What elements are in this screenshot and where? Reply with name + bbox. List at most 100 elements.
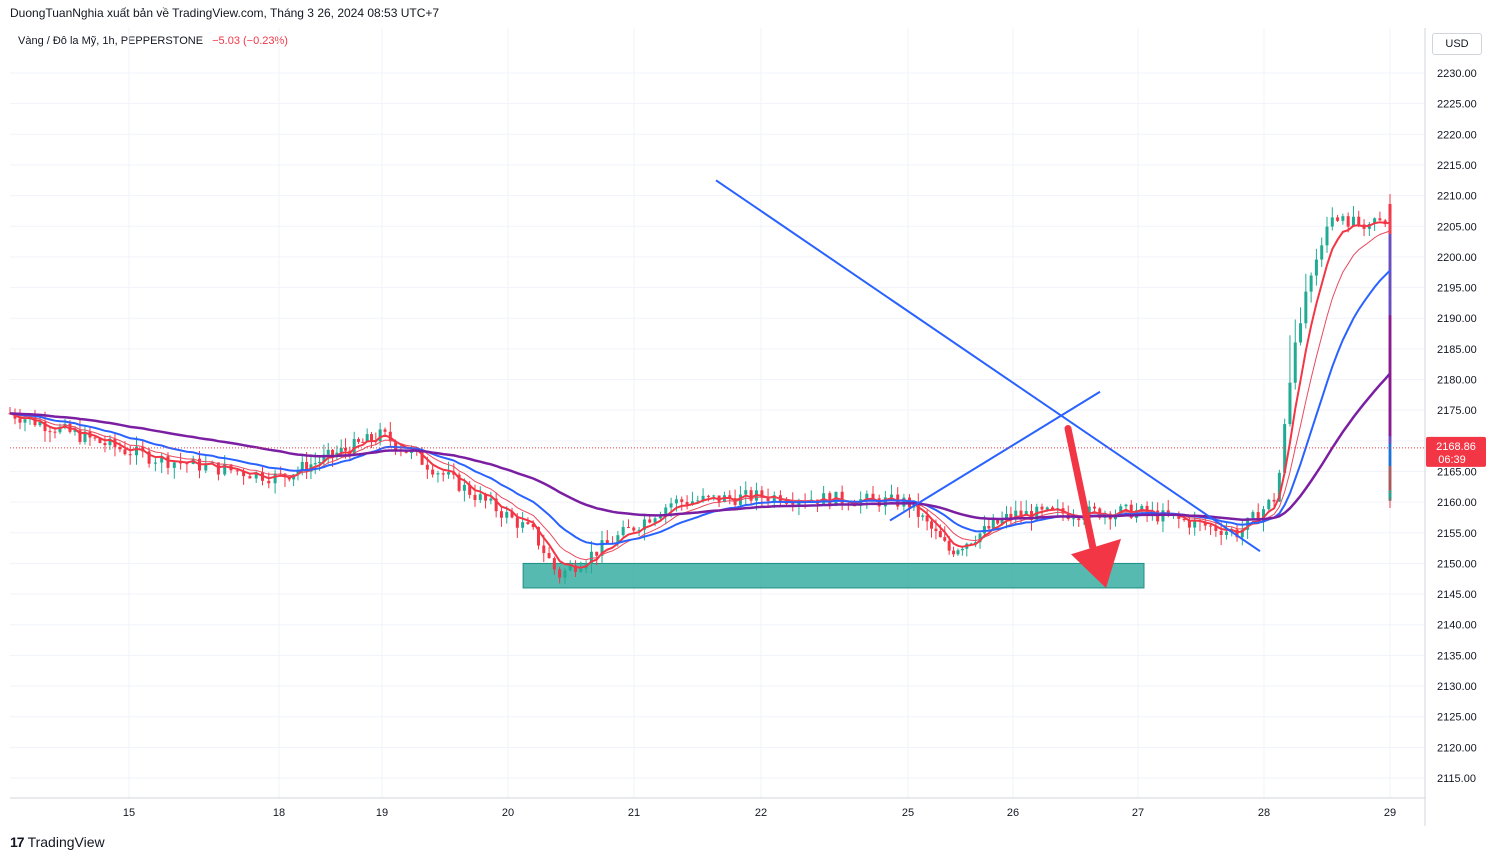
candle-body bbox=[48, 431, 52, 433]
candle-body bbox=[1388, 417, 1392, 428]
candle-body bbox=[1388, 457, 1392, 459]
candle-body bbox=[431, 469, 435, 475]
candle-body bbox=[166, 456, 170, 468]
candle-body bbox=[1293, 342, 1297, 383]
price-change: −5.03 (−0.23%) bbox=[212, 35, 288, 47]
symbol-title[interactable]: Vàng / Đô la Mỹ, 1h, PEPPERSTONE bbox=[18, 35, 204, 47]
tradingview-logo-icon[interactable]: 17 bbox=[10, 834, 25, 850]
x-tick-label: 28 bbox=[1258, 807, 1270, 819]
candle-body bbox=[1367, 223, 1371, 229]
y-tick-label: 2200.00 bbox=[1437, 252, 1477, 264]
y-tick-label: 2225.00 bbox=[1437, 99, 1477, 111]
candle-body bbox=[1198, 520, 1202, 522]
candle-body bbox=[1388, 366, 1392, 378]
candle-body bbox=[733, 498, 737, 505]
y-tick-label: 2155.00 bbox=[1437, 528, 1477, 540]
candle-body bbox=[78, 430, 82, 442]
candle-body bbox=[23, 419, 27, 423]
candle-body bbox=[1388, 436, 1392, 458]
candle-body bbox=[425, 464, 429, 470]
candle-body bbox=[785, 502, 789, 504]
projection-arrow bbox=[1064, 425, 1121, 588]
candle-body bbox=[890, 494, 894, 498]
candle-body bbox=[648, 519, 652, 523]
candle-body bbox=[579, 568, 583, 572]
candle-body bbox=[147, 451, 151, 464]
candle-body bbox=[1388, 260, 1392, 291]
currency-button[interactable]: USD bbox=[1432, 33, 1482, 55]
candle-body bbox=[339, 448, 343, 453]
candle-body bbox=[1108, 513, 1112, 520]
candle-body bbox=[1388, 453, 1392, 463]
candle-body bbox=[1388, 290, 1392, 298]
candle-body bbox=[1388, 422, 1392, 428]
candle-body bbox=[1182, 518, 1186, 521]
candle-body bbox=[399, 449, 403, 451]
candle-body bbox=[921, 515, 925, 517]
candle-body bbox=[1388, 353, 1392, 359]
y-tick-label: 2180.00 bbox=[1437, 375, 1477, 387]
candle-body bbox=[1230, 529, 1234, 532]
candle-body bbox=[563, 570, 567, 578]
candle-body bbox=[141, 446, 145, 452]
candle-body bbox=[1388, 410, 1392, 413]
tradingview-brand[interactable]: TradingView bbox=[27, 834, 105, 850]
candle-body bbox=[696, 500, 700, 502]
candle-body bbox=[744, 490, 748, 495]
candle-body bbox=[296, 470, 300, 475]
candle-body bbox=[896, 494, 900, 507]
y-tick-label: 2210.00 bbox=[1437, 191, 1477, 203]
candle-body bbox=[1388, 437, 1392, 450]
candle-body bbox=[1388, 410, 1392, 412]
candle-body bbox=[1388, 415, 1392, 423]
candle-body bbox=[669, 503, 673, 508]
candle-body bbox=[1388, 314, 1392, 324]
candle-body bbox=[1150, 510, 1154, 514]
candle-body bbox=[326, 449, 330, 455]
candle-body bbox=[510, 512, 514, 518]
candle-body bbox=[1388, 417, 1392, 420]
candle-body bbox=[322, 454, 326, 462]
candle-body bbox=[1388, 435, 1392, 438]
candle-body bbox=[738, 494, 742, 505]
candle-body bbox=[701, 495, 705, 501]
candle-body bbox=[664, 507, 668, 516]
candle-body bbox=[93, 437, 97, 439]
y-tick-label: 2175.00 bbox=[1437, 405, 1477, 417]
candle-body bbox=[1388, 372, 1392, 374]
candle-body bbox=[1388, 420, 1392, 438]
candle-body bbox=[441, 473, 445, 475]
candle-body bbox=[1193, 520, 1197, 528]
candle-body bbox=[1320, 245, 1324, 260]
y-tick-label: 2125.00 bbox=[1437, 712, 1477, 724]
candle-body bbox=[1030, 511, 1033, 520]
candle-body bbox=[1388, 421, 1392, 425]
candle-body bbox=[1388, 416, 1392, 419]
candle-body bbox=[595, 551, 599, 556]
ema-line bbox=[9, 315, 1392, 521]
candle-body bbox=[1388, 214, 1392, 221]
candle-body bbox=[1135, 510, 1138, 518]
candle-body bbox=[348, 450, 352, 455]
candle-body bbox=[160, 456, 164, 463]
candle-body bbox=[1388, 417, 1392, 421]
candle-body bbox=[1330, 217, 1334, 227]
candle-body bbox=[1299, 323, 1303, 343]
candle-body bbox=[674, 499, 678, 504]
candle-body bbox=[108, 438, 112, 446]
price-axis: 2230.00 2225.00 2220.00 2215.00 2210.00 2205.… bbox=[1437, 68, 1477, 785]
candle-body bbox=[1388, 409, 1392, 420]
candle-body bbox=[1388, 214, 1392, 224]
candle-body bbox=[930, 521, 934, 529]
candle-body bbox=[1341, 216, 1345, 221]
candle-body bbox=[722, 495, 726, 503]
candle-body bbox=[361, 441, 365, 443]
candle-body bbox=[803, 501, 807, 503]
candle-body bbox=[318, 461, 322, 464]
candle-body bbox=[452, 472, 456, 475]
candle-body bbox=[1388, 212, 1392, 230]
candle-body bbox=[1172, 515, 1176, 517]
candle-body bbox=[229, 464, 233, 471]
